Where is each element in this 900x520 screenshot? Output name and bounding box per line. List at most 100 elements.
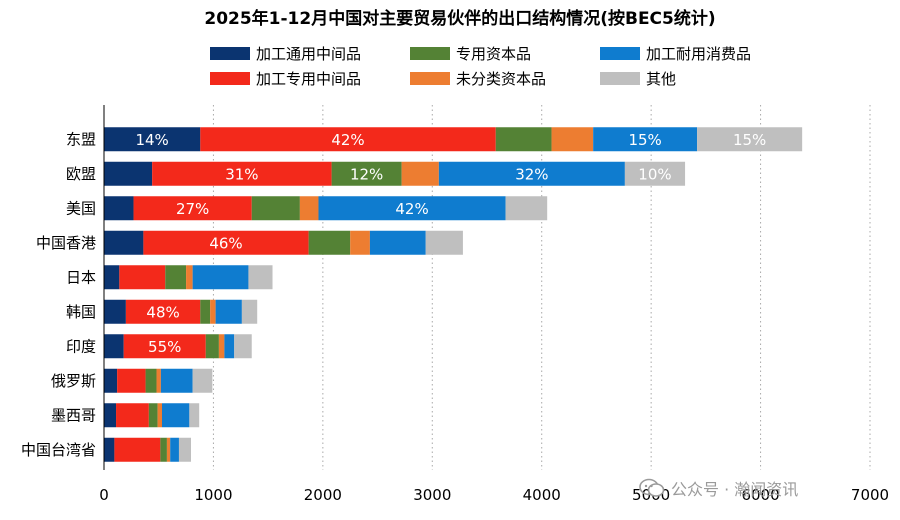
data-label: 48% xyxy=(146,303,179,321)
bar-segment xyxy=(160,368,193,393)
bar-segment xyxy=(299,196,319,221)
bar-segment xyxy=(104,127,201,152)
bar-segment xyxy=(170,437,179,462)
bar-segment xyxy=(104,196,134,221)
bar-segment xyxy=(123,334,206,359)
bar-segment xyxy=(200,127,496,152)
gridlines xyxy=(212,105,871,470)
bar-segment xyxy=(200,299,211,324)
watermark: 公众号 · 瀚闻资讯 xyxy=(639,476,798,500)
category-label: 日本 xyxy=(66,268,96,286)
bar-segment xyxy=(160,437,167,462)
legend-swatch xyxy=(410,72,450,85)
legend-swatch xyxy=(410,47,450,60)
bar-segment xyxy=(425,230,463,255)
category-label: 韩国 xyxy=(66,303,96,321)
bar-segment xyxy=(401,161,439,186)
bar-segment xyxy=(495,127,552,152)
data-label: 46% xyxy=(209,234,242,252)
category-label: 墨西哥 xyxy=(51,406,96,424)
bar-segment xyxy=(114,437,161,462)
bar-segment xyxy=(133,196,252,221)
watermark-text: 公众号 · 瀚闻资讯 xyxy=(671,480,799,499)
bars xyxy=(104,127,803,462)
bar-segment xyxy=(104,161,153,186)
bar-segment xyxy=(117,368,146,393)
bar-segment xyxy=(143,230,309,255)
bar-segment xyxy=(438,161,625,186)
data-label: 42% xyxy=(395,200,428,218)
chart-title: 2025年1-12月中国对主要贸易伙伴的出口结构情况(按BEC5统计) xyxy=(204,8,715,29)
bar-segment xyxy=(148,403,158,428)
bar-segment xyxy=(210,299,216,324)
x-tick-label: 6000 xyxy=(741,486,779,504)
data-label: 12% xyxy=(350,165,383,183)
bar-segment xyxy=(308,230,351,255)
data-label: 32% xyxy=(515,165,548,183)
category-label: 印度 xyxy=(66,337,96,355)
bar-segment xyxy=(234,334,252,359)
x-tick-label: 0 xyxy=(99,486,109,504)
bar-segment xyxy=(218,334,225,359)
bar-segment xyxy=(104,334,124,359)
category-label: 中国台湾省 xyxy=(21,441,96,459)
data-label: 14% xyxy=(135,131,168,149)
legend-label: 专用资本品 xyxy=(456,45,531,63)
data-label: 15% xyxy=(628,131,661,149)
x-tick-label: 1000 xyxy=(194,486,232,504)
bar-segment xyxy=(248,265,273,290)
wechat-icon xyxy=(639,478,665,497)
bar-segment xyxy=(369,230,426,255)
bar-segment xyxy=(251,196,300,221)
bar-segment xyxy=(119,265,166,290)
bar-segment xyxy=(205,334,219,359)
category-label: 中国香港 xyxy=(36,234,96,252)
bar-segment xyxy=(224,334,235,359)
legend-label: 加工耐用消费品 xyxy=(646,45,751,63)
bar-segment xyxy=(152,161,332,186)
bar-segment xyxy=(350,230,370,255)
x-tick-label: 7000 xyxy=(851,486,889,504)
bar-segment xyxy=(104,299,126,324)
bar-segment xyxy=(189,403,200,428)
bar-segment xyxy=(241,299,258,324)
legend-label: 加工通用中间品 xyxy=(256,45,361,63)
legend-swatch xyxy=(600,47,640,60)
x-tick-label: 3000 xyxy=(413,486,451,504)
bar-segment xyxy=(125,299,201,324)
bar-segment xyxy=(697,127,803,152)
category-label: 俄罗斯 xyxy=(51,372,96,390)
data-label: 10% xyxy=(638,165,671,183)
data-label: 15% xyxy=(733,131,766,149)
data-label: 27% xyxy=(176,200,209,218)
bar-segment xyxy=(104,265,120,290)
bar-segment xyxy=(215,299,242,324)
bar-segment xyxy=(165,265,187,290)
legend-label: 其他 xyxy=(646,70,676,88)
bar-segment xyxy=(166,437,171,462)
data-label: 42% xyxy=(331,131,364,149)
data-label: 55% xyxy=(148,338,181,356)
bar-segment xyxy=(161,403,190,428)
category-label: 欧盟 xyxy=(66,165,96,183)
legend-swatch xyxy=(210,72,250,85)
data-labels: 14% 42% 15% 15% 31% 12% 32% 10% 27% 42% 46% 48% 55% xyxy=(135,131,766,356)
bar-segment xyxy=(104,230,144,255)
bar-segment xyxy=(156,368,161,393)
bar-segment xyxy=(624,161,686,186)
bar-segment xyxy=(104,403,117,428)
x-tick-label: 2000 xyxy=(304,486,342,504)
legend-swatch xyxy=(600,72,640,85)
bar-segment xyxy=(505,196,548,221)
bar-segment xyxy=(145,368,157,393)
bar-segment xyxy=(331,161,402,186)
bar-segment xyxy=(178,437,191,462)
legend-swatch xyxy=(210,47,250,60)
bar-segment xyxy=(593,127,698,152)
bar-segment xyxy=(116,403,149,428)
bar-segment xyxy=(192,265,249,290)
category-label: 美国 xyxy=(66,199,96,217)
